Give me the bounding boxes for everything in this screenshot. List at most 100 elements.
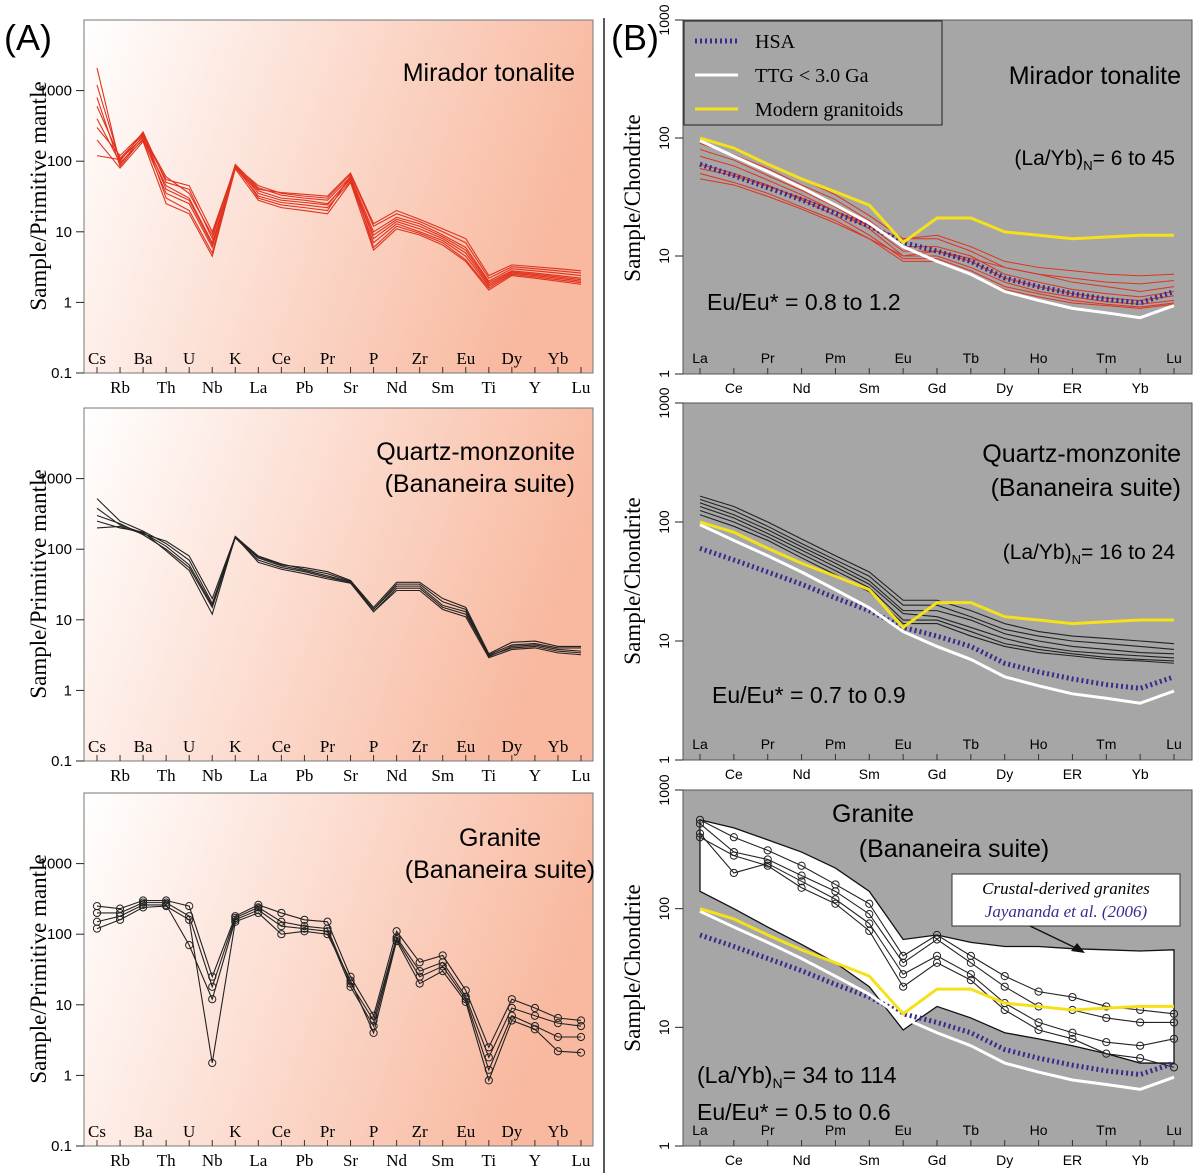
sample-marker-b3-5-9 bbox=[1000, 972, 1009, 981]
x-label-a3-Y: Y bbox=[529, 1151, 541, 1170]
sample-marker-a3-1-18 bbox=[507, 1003, 516, 1013]
sample-line-b3-6 bbox=[699, 823, 1174, 1023]
sample-marker-a3-3-9 bbox=[300, 927, 309, 936]
y-tick-label-a1-10: 10 bbox=[55, 224, 72, 241]
sample-marker-a3-2-15 bbox=[438, 962, 447, 971]
sample-marker-a3-0-9 bbox=[300, 915, 309, 924]
sample-marker-b3-8-13 bbox=[1136, 1054, 1145, 1063]
sample-marker-b3-5-1 bbox=[729, 833, 738, 842]
y-ticks-a1: 0.1 1 10 100 1000 bbox=[39, 83, 84, 382]
sample-marker-b3-7-8 bbox=[966, 970, 975, 979]
x-label-b1-Eu: Eu bbox=[895, 350, 912, 366]
y-ticks-a2: 0.1 1 10 100 1000 bbox=[39, 471, 84, 770]
x-label-b2-Pm: Pm bbox=[825, 736, 846, 752]
sample-marker-b3-8-4 bbox=[831, 899, 840, 908]
x-ticks-b2: La Ce Pr Nd Pm Sm Eu Gd Tb Dy Ho ER Tm Yb Lu bbox=[692, 736, 1182, 782]
sample-marker-a3-1-9 bbox=[300, 922, 309, 931]
sample-marker-b3-8-5 bbox=[865, 926, 874, 935]
sample-marker-b3-5-0 bbox=[695, 815, 705, 824]
x-label-a3-K: K bbox=[229, 1122, 242, 1141]
x-label-a3-Dy: Dy bbox=[501, 1122, 522, 1141]
x-label-a3-Nd: Nd bbox=[386, 1151, 407, 1170]
x-label-a3-Cs: Cs bbox=[88, 1122, 106, 1141]
x-label-b2-Sm: Sm bbox=[859, 766, 880, 782]
sample-marker-a3-2-8 bbox=[277, 922, 286, 931]
sample-marker-a3-1-8 bbox=[277, 917, 286, 926]
x-label-b3-Eu: Eu bbox=[895, 1122, 912, 1138]
x-label-b3-Tb: Tb bbox=[963, 1122, 980, 1138]
plot-area-a3 bbox=[83, 792, 594, 1147]
x-label-b1-Lu: Lu bbox=[1166, 350, 1182, 366]
x-label-b1-Sm: Sm bbox=[859, 380, 880, 396]
sample-marker-a3-3-10 bbox=[323, 930, 332, 939]
sample-marker-b3-7-13 bbox=[1136, 1041, 1145, 1050]
panel-title-b1: Mirador tonalite bbox=[1009, 62, 1181, 90]
x-label-a2-Dy: Dy bbox=[501, 737, 522, 756]
ratio-text-b1: (La/Yb)N= 6 to 45 bbox=[1014, 147, 1175, 173]
plot-area-b2 bbox=[682, 402, 1193, 761]
y-tick-label-a3-100: 100 bbox=[47, 926, 72, 943]
y-tick-label-a3-10: 10 bbox=[55, 997, 72, 1014]
sample-marker-b3-8-0 bbox=[695, 833, 705, 842]
sample-marker-b3-5-12 bbox=[1102, 1002, 1111, 1011]
sample-line-b1-6 bbox=[699, 155, 1175, 305]
sample-marker-b3-8-3 bbox=[797, 883, 806, 892]
x-label-a1-U: U bbox=[183, 349, 195, 368]
y-axis-label-b1: Sample/Chondrite bbox=[620, 114, 645, 281]
x-label-b2-Eu: Eu bbox=[895, 736, 912, 752]
sample-marker-b3-6-12 bbox=[1102, 1013, 1111, 1023]
x-label-b3-Yb: Yb bbox=[1132, 1152, 1149, 1168]
sample-line-b3-5 bbox=[699, 819, 1175, 1015]
sample-line-a2-0 bbox=[96, 498, 581, 656]
modern-granitoids-line-b3 bbox=[699, 907, 1174, 1016]
sample-marker-a3-3-1 bbox=[115, 915, 125, 924]
sample-line-a2-3 bbox=[96, 520, 582, 659]
panel-title-b2-line2: (Bananeira suite) bbox=[991, 474, 1181, 502]
series-b2 bbox=[699, 495, 1175, 705]
ttg-line-b2 bbox=[699, 523, 1175, 705]
x-label-b1-Tm: Tm bbox=[1096, 350, 1116, 366]
plot-area-a1 bbox=[83, 19, 594, 374]
x-label-b2-Gd: Gd bbox=[928, 766, 947, 782]
sample-line-b2-3 bbox=[699, 495, 1175, 645]
x-label-a1-Dy: Dy bbox=[501, 349, 522, 368]
x-label-b3-Dy: Dy bbox=[996, 1152, 1013, 1168]
sample-marker-b3-8-10 bbox=[1034, 1025, 1043, 1035]
sample-marker-b3-6-13 bbox=[1136, 1018, 1145, 1027]
x-label-a3-Nb: Nb bbox=[202, 1151, 223, 1170]
x-label-a2-Sm: Sm bbox=[431, 766, 454, 785]
sample-marker-b3-5-10 bbox=[1034, 987, 1043, 996]
sample-marker-a3-1-7 bbox=[254, 903, 263, 912]
sample-marker-b3-7-1 bbox=[729, 868, 738, 878]
sample-line-a3-2 bbox=[96, 904, 581, 1072]
x-label-b3-Tm: Tm bbox=[1096, 1122, 1116, 1138]
sample-line-a3-0 bbox=[96, 899, 582, 1049]
legend: HSA TTG < 3.0 Ga Modern granitoids bbox=[683, 20, 943, 126]
sample-marker-a3-0-7 bbox=[254, 900, 263, 910]
sample-marker-a3-2-5 bbox=[208, 995, 217, 1004]
y-tick-label-a1-1000: 1000 bbox=[39, 83, 72, 100]
sample-line-a1-4 bbox=[96, 118, 582, 287]
sample-line-a1-6 bbox=[96, 139, 582, 291]
x-label-b1-Gd: Gd bbox=[928, 380, 947, 396]
panel-label-a: (A) bbox=[4, 17, 52, 58]
x-label-a2-La: La bbox=[249, 766, 267, 785]
sample-line-a2-2 bbox=[96, 514, 582, 657]
x-label-a3-Ba: Ba bbox=[134, 1122, 153, 1141]
sample-marker-a3-3-15 bbox=[438, 967, 447, 976]
x-label-a2-Cs: Cs bbox=[88, 737, 106, 756]
sample-marker-b3-6-14 bbox=[1169, 1018, 1179, 1027]
x-label-a1-Ba: Ba bbox=[134, 349, 153, 368]
x-label-a1-Sr: Sr bbox=[343, 378, 358, 397]
x-label-a1-Eu: Eu bbox=[456, 349, 475, 368]
panel-title-a3-line1: Granite bbox=[459, 824, 541, 852]
sample-marker-b3-6-7 bbox=[932, 935, 942, 944]
y-axis-label-a3: Sample/Primitive mantle bbox=[26, 854, 51, 1083]
sample-marker-b3-6-6 bbox=[899, 958, 908, 967]
sample-marker-b3-8-7 bbox=[932, 958, 942, 967]
sample-marker-a3-0-3 bbox=[162, 896, 171, 905]
sample-marker-a3-3-7 bbox=[254, 908, 263, 918]
series-a2 bbox=[96, 498, 582, 659]
x-label-a1-Cs: Cs bbox=[88, 349, 106, 368]
